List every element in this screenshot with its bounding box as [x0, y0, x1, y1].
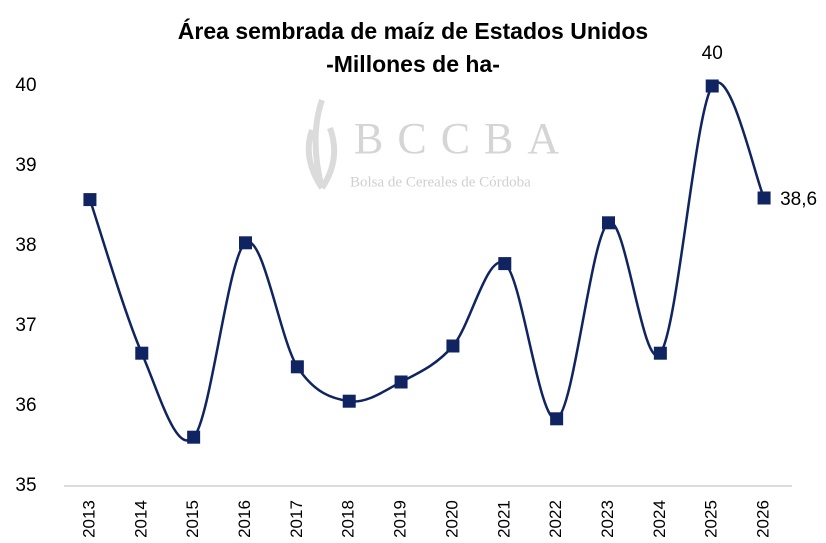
- x-tick-label: 2021: [494, 500, 513, 538]
- x-tick-label: 2023: [598, 500, 617, 538]
- y-tick-label: 37: [15, 315, 36, 336]
- marker: [602, 216, 615, 230]
- marker: [705, 79, 719, 93]
- marker: [498, 257, 512, 271]
- marker: [83, 193, 97, 207]
- marker: [342, 394, 356, 408]
- x-tick-label: 2020: [442, 500, 461, 538]
- marker: [239, 236, 252, 250]
- y-tick-label: 40: [15, 75, 36, 96]
- line: [88, 81, 766, 442]
- x-tick-label: 2024: [650, 500, 669, 538]
- marker: [757, 191, 771, 205]
- x-tick-label: 2016: [235, 500, 254, 538]
- watermark-icon: [305, 99, 338, 190]
- y-tick-label: 36: [15, 395, 36, 416]
- y-tick-label: 39: [15, 155, 36, 176]
- x-tick-label: 2025: [702, 500, 721, 538]
- x-tick-label: 2022: [546, 500, 565, 538]
- y-tick-label: 35: [15, 475, 36, 496]
- x-tick-label: 2013: [79, 500, 98, 538]
- watermark: BCCBA Bolsa de Cereales de Córdoba: [305, 99, 573, 190]
- marker: [550, 412, 564, 426]
- marker: [394, 375, 408, 389]
- marker: [187, 430, 201, 444]
- x-tick-label: 2018: [339, 500, 358, 538]
- marker: [135, 346, 149, 360]
- x-tick-label: 2026: [754, 500, 773, 538]
- x-tick-label: 2019: [391, 500, 410, 538]
- chart-title: Área sembrada de maíz de Estados Unidos: [178, 17, 648, 44]
- marker: [653, 346, 667, 360]
- watermark-title: BCCBA: [354, 114, 573, 163]
- watermark-subtitle: Bolsa de Cereales de Córdoba: [350, 174, 531, 190]
- value-label: 38,6: [780, 189, 817, 210]
- y-tick-label: 38: [15, 235, 36, 256]
- x-tick-label: 2017: [287, 500, 306, 538]
- marker: [290, 360, 304, 374]
- chart-subtitle: -Millones de ha-: [326, 51, 500, 77]
- value-label: 40: [702, 43, 723, 64]
- x-tick-label: 2015: [183, 500, 202, 538]
- x-tick-label: 2014: [131, 500, 150, 538]
- marker: [446, 339, 460, 353]
